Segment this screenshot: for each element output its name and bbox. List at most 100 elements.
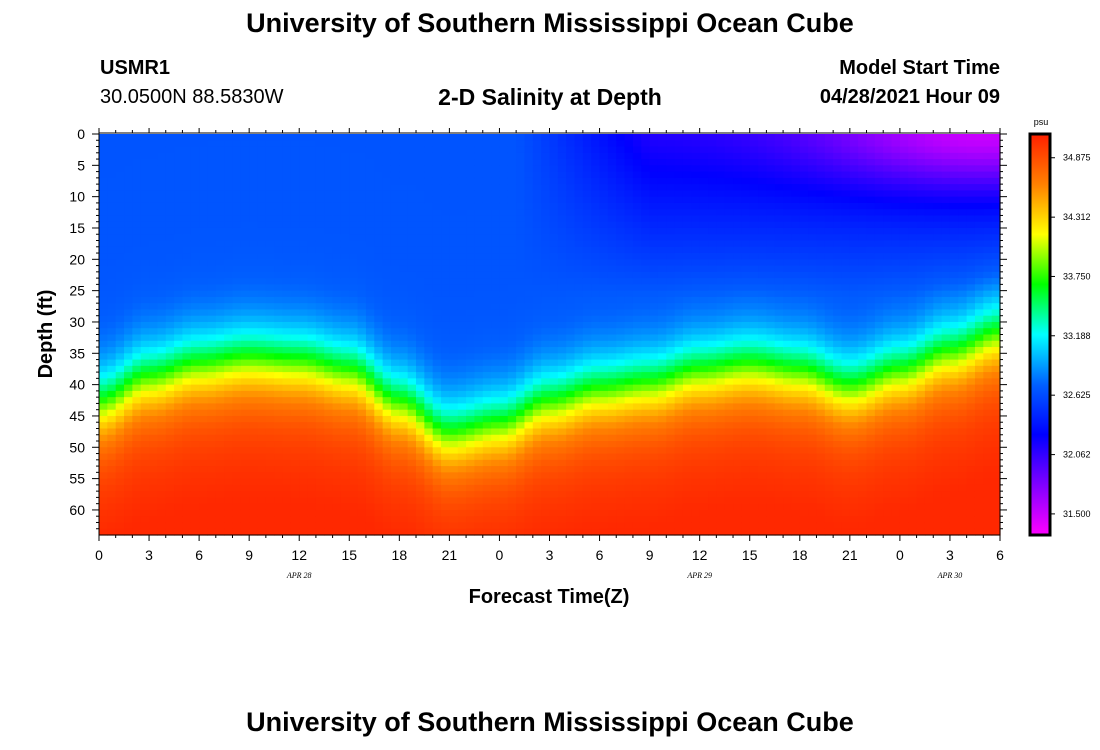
heatmap-cell <box>416 434 425 442</box>
heatmap-cell <box>724 415 734 423</box>
heatmap-cell <box>282 409 292 417</box>
heatmap-cell <box>374 447 384 455</box>
heatmap-cell <box>407 428 417 436</box>
heatmap-cell <box>716 152 726 160</box>
heatmap-cell <box>666 478 676 486</box>
heatmap-cell <box>299 177 309 185</box>
heatmap-cell <box>399 215 409 223</box>
heatmap-cell <box>616 284 626 292</box>
heatmap-cell <box>399 372 409 379</box>
heatmap-cell <box>632 184 642 191</box>
heatmap-cell <box>374 422 384 430</box>
heatmap-cell <box>299 246 309 254</box>
heatmap-cell <box>574 303 584 311</box>
heatmap-cell <box>416 528 425 536</box>
heatmap-cell <box>532 403 542 411</box>
heatmap-cell <box>165 397 175 405</box>
heatmap-cell <box>566 365 576 373</box>
heatmap-cell <box>432 296 442 304</box>
heatmap-cell <box>157 278 167 285</box>
heatmap-cell <box>232 372 242 379</box>
heatmap-cell <box>708 415 717 423</box>
heatmap-cell <box>374 372 384 379</box>
heatmap-cell <box>407 522 417 530</box>
heatmap-cell <box>724 528 734 536</box>
heatmap-cell <box>349 472 359 480</box>
heatmap-cell <box>182 403 192 411</box>
heatmap-cell <box>591 234 601 242</box>
heatmap-cell <box>174 278 184 285</box>
heatmap-cell <box>215 227 225 235</box>
heatmap-cell <box>708 359 717 367</box>
heatmap-cell <box>416 503 425 511</box>
heatmap-cell <box>549 315 559 323</box>
heatmap-cell <box>399 397 409 405</box>
heatmap-cell <box>741 253 751 260</box>
heatmap-cell <box>349 434 359 442</box>
heatmap-cell <box>257 372 267 379</box>
heatmap-cell <box>691 334 701 342</box>
heatmap-cell <box>124 447 133 455</box>
heatmap-cell <box>457 253 467 260</box>
heatmap-cell <box>190 190 200 198</box>
heatmap-cell <box>532 359 542 367</box>
heatmap-cell <box>315 484 325 492</box>
heatmap-cell <box>399 365 409 373</box>
heatmap-cell <box>457 159 467 166</box>
heatmap-cell <box>457 503 467 511</box>
heatmap-cell <box>632 159 642 166</box>
heatmap-cell <box>215 497 225 505</box>
heatmap-cell <box>674 190 684 198</box>
heatmap-cell <box>357 415 367 423</box>
heatmap-cell <box>240 290 250 298</box>
heatmap-cell <box>324 528 334 536</box>
heatmap-cell <box>407 221 417 229</box>
heatmap-cell <box>491 190 501 198</box>
heatmap-cell <box>390 184 400 191</box>
heatmap-cell <box>466 478 476 486</box>
heatmap-cell <box>399 497 409 505</box>
heatmap-cell <box>199 497 209 505</box>
heatmap-cell <box>407 472 417 480</box>
heatmap-cell <box>716 271 726 279</box>
heatmap-cell <box>632 265 642 273</box>
heatmap-cell <box>549 196 559 204</box>
heatmap-cell <box>232 159 242 166</box>
heatmap-cell <box>224 403 234 411</box>
heatmap-cell <box>733 278 742 285</box>
heatmap-cell <box>557 472 567 480</box>
heatmap-cell <box>374 152 384 160</box>
heatmap-cell <box>182 171 192 179</box>
heatmap-cell <box>541 409 551 417</box>
heatmap-cell <box>524 441 534 448</box>
heatmap-cell <box>115 503 125 511</box>
heatmap-cell <box>507 265 517 273</box>
heatmap-cell <box>332 321 342 329</box>
heatmap-cell <box>708 340 717 348</box>
heatmap-cell <box>307 347 317 354</box>
heatmap-cell <box>407 466 417 473</box>
heatmap-cell <box>716 384 726 392</box>
heatmap-cell <box>132 422 142 430</box>
heatmap-cell <box>207 177 217 185</box>
heatmap-cell <box>424 466 434 473</box>
heatmap-cell <box>249 497 259 505</box>
heatmap-cell <box>332 284 342 292</box>
heatmap-cell <box>557 353 567 361</box>
heatmap-cell <box>616 309 626 317</box>
heatmap-cell <box>399 221 409 229</box>
heatmap-cell <box>716 227 726 235</box>
heatmap-cell <box>407 309 417 317</box>
heatmap-cell <box>674 415 684 423</box>
heatmap-cell <box>532 434 542 442</box>
heatmap-cell <box>432 290 442 298</box>
heatmap-cell <box>466 315 476 323</box>
heatmap-cell <box>274 309 284 317</box>
heatmap-cell <box>432 428 442 436</box>
heatmap-cell <box>357 196 367 204</box>
heatmap-cell <box>224 253 234 260</box>
heatmap-cell <box>491 284 501 292</box>
heatmap-cell <box>215 284 225 292</box>
heatmap-cell <box>115 296 125 304</box>
heatmap-cell <box>407 152 417 160</box>
